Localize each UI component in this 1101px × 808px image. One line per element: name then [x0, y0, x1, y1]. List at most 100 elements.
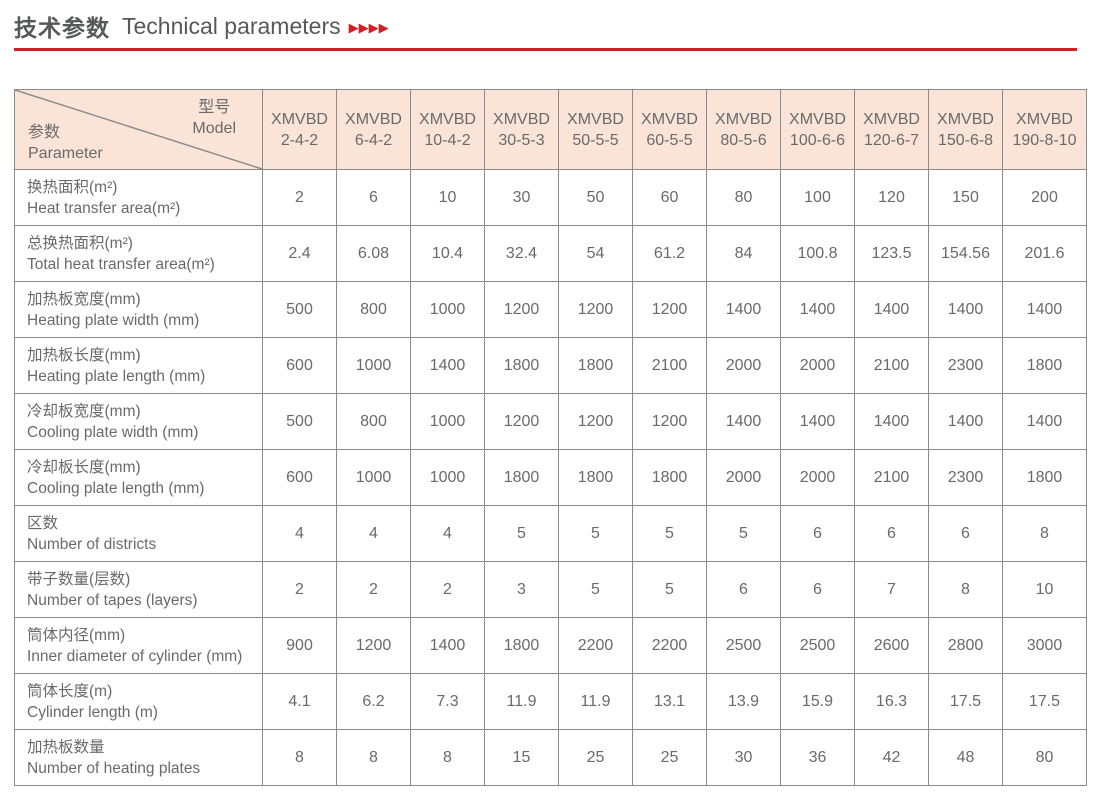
table-row: 带子数量(层数) Number of tapes (layers) 2 2 2 3 5 5 6 6… — [14, 561, 1087, 618]
model-label-en: Model — [192, 120, 236, 137]
row-label-cn: 换热面积(m²) — [27, 178, 118, 196]
model-code: 10-4-2 — [424, 131, 471, 149]
value-cell: 2 — [336, 561, 411, 618]
value-cell: 1400 — [854, 281, 929, 338]
row-label-en: Number of tapes (layers) — [27, 591, 198, 609]
value-cell: 6 — [780, 505, 855, 562]
column-header-model: XMVBD 10-4-2 — [410, 89, 485, 170]
value-cell: 25 — [558, 729, 633, 786]
value-cell: 1800 — [1002, 337, 1087, 394]
value-cell: 500 — [262, 281, 337, 338]
model-brand: XMVBD — [789, 110, 846, 128]
value-cell: 1200 — [484, 281, 559, 338]
table-row: 加热板宽度(mm) Heating plate width (mm) 500 800 1… — [14, 281, 1087, 338]
value-cell: 1400 — [1002, 281, 1087, 338]
row-label-en: Cooling plate length (mm) — [27, 479, 205, 497]
column-header-model: XMVBD 60-5-5 — [632, 89, 707, 170]
value-cell: 2300 — [928, 449, 1003, 506]
value-cell: 17.5 — [1002, 673, 1087, 730]
model-code: 100-6-6 — [789, 131, 846, 149]
value-cell: 154.56 — [928, 225, 1003, 282]
value-cell: 1200 — [558, 281, 633, 338]
column-header-model: XMVBD 100-6-6 — [780, 89, 855, 170]
model-code: 120-6-7 — [863, 131, 920, 149]
value-cell: 1400 — [928, 393, 1003, 450]
value-cell: 60 — [632, 169, 707, 226]
value-cell: 3 — [484, 561, 559, 618]
value-cell: 2200 — [558, 617, 633, 674]
value-cell: 17.5 — [928, 673, 1003, 730]
table-row: 冷却板宽度(mm) Cooling plate width (mm) 500 800 1… — [14, 393, 1087, 450]
row-label: 换热面积(m²) Heat transfer area(m²) — [14, 169, 263, 226]
value-cell: 11.9 — [484, 673, 559, 730]
row-label: 区数 Number of districts — [14, 505, 263, 562]
value-cell: 8 — [262, 729, 337, 786]
value-cell: 10 — [410, 169, 485, 226]
model-code: 190-8-10 — [1012, 131, 1077, 149]
technical-parameters-table: 型号 Model 参数 Parameter XMVBD 2-4-2 XMVBD 6-4… — [14, 89, 1087, 786]
value-cell: 1000 — [336, 449, 411, 506]
row-label-cn: 区数 — [27, 514, 59, 532]
diagonal-divider-line — [15, 90, 262, 169]
value-cell: 61.2 — [632, 225, 707, 282]
value-cell: 30 — [706, 729, 781, 786]
value-cell: 2100 — [632, 337, 707, 394]
row-label: 加热板数量 Number of heating plates — [14, 729, 263, 786]
value-cell: 30 — [484, 169, 559, 226]
value-cell: 54 — [558, 225, 633, 282]
table-row: 加热板数量 Number of heating plates 8 8 8 15 25 25 30… — [14, 729, 1087, 786]
row-label-en: Cylinder length (m) — [27, 703, 158, 721]
value-cell: 5 — [632, 561, 707, 618]
value-cell: 1400 — [780, 393, 855, 450]
column-header-model: XMVBD 120-6-7 — [854, 89, 929, 170]
value-cell: 1200 — [632, 393, 707, 450]
model-brand: XMVBD — [1016, 110, 1073, 128]
row-label-en: Total heat transfer area(m²) — [27, 255, 215, 273]
value-cell: 6 — [854, 505, 929, 562]
value-cell: 36 — [780, 729, 855, 786]
table-row: 换热面积(m²) Heat transfer area(m²) 2 6 10 30 50 60… — [14, 169, 1087, 226]
value-cell: 1400 — [706, 281, 781, 338]
model-code: 30-5-3 — [498, 131, 545, 149]
row-label: 筒体长度(m) Cylinder length (m) — [14, 673, 263, 730]
model-brand: XMVBD — [271, 110, 328, 128]
value-cell: 1400 — [780, 281, 855, 338]
value-cell: 4.1 — [262, 673, 337, 730]
row-label-en: Heating plate width (mm) — [27, 311, 200, 329]
value-cell: 600 — [262, 449, 337, 506]
value-cell: 1200 — [336, 617, 411, 674]
section-header: 技术参数 Technical parameters ▶▶▶▶ — [0, 0, 1101, 43]
value-cell: 16.3 — [854, 673, 929, 730]
row-label: 筒体内径(mm) Inner diameter of cylinder (mm) — [14, 617, 263, 674]
value-cell: 15.9 — [780, 673, 855, 730]
model-header-row: 型号 Model 参数 Parameter XMVBD 2-4-2 XMVBD 6-4… — [14, 89, 1087, 170]
value-cell: 1800 — [558, 449, 633, 506]
table-row: 筒体长度(m) Cylinder length (m) 4.1 6.2 7.3 11.9 1… — [14, 673, 1087, 730]
row-label-en: Inner diameter of cylinder (mm) — [27, 647, 243, 665]
arrows-icon: ▶▶▶▶ — [348, 20, 389, 35]
value-cell: 1000 — [410, 449, 485, 506]
value-cell: 2.4 — [262, 225, 337, 282]
value-cell: 2 — [410, 561, 485, 618]
value-cell: 2300 — [928, 337, 1003, 394]
row-label: 加热板长度(mm) Heating plate length (mm) — [14, 337, 263, 394]
value-cell: 8 — [336, 729, 411, 786]
row-label-cn: 冷却板宽度(mm) — [27, 402, 141, 420]
param-label-en: Parameter — [28, 145, 103, 162]
value-cell: 1000 — [410, 393, 485, 450]
row-label: 加热板宽度(mm) Heating plate width (mm) — [14, 281, 263, 338]
value-cell: 7 — [854, 561, 929, 618]
model-code: 50-5-5 — [572, 131, 619, 149]
row-label: 冷却板宽度(mm) Cooling plate width (mm) — [14, 393, 263, 450]
row-label-en: Cooling plate width (mm) — [27, 423, 199, 441]
table-row: 冷却板长度(mm) Cooling plate length (mm) 600 100… — [14, 449, 1087, 506]
value-cell: 8 — [928, 561, 1003, 618]
value-cell: 1400 — [1002, 393, 1087, 450]
value-cell: 800 — [336, 393, 411, 450]
value-cell: 500 — [262, 393, 337, 450]
row-label-cn: 加热板数量 — [27, 738, 105, 756]
row-label: 总换热面积(m²) Total heat transfer area(m²) — [14, 225, 263, 282]
corner-model-label: 型号 Model — [192, 97, 236, 139]
model-brand: XMVBD — [345, 110, 402, 128]
column-header-model: XMVBD 150-6-8 — [928, 89, 1003, 170]
